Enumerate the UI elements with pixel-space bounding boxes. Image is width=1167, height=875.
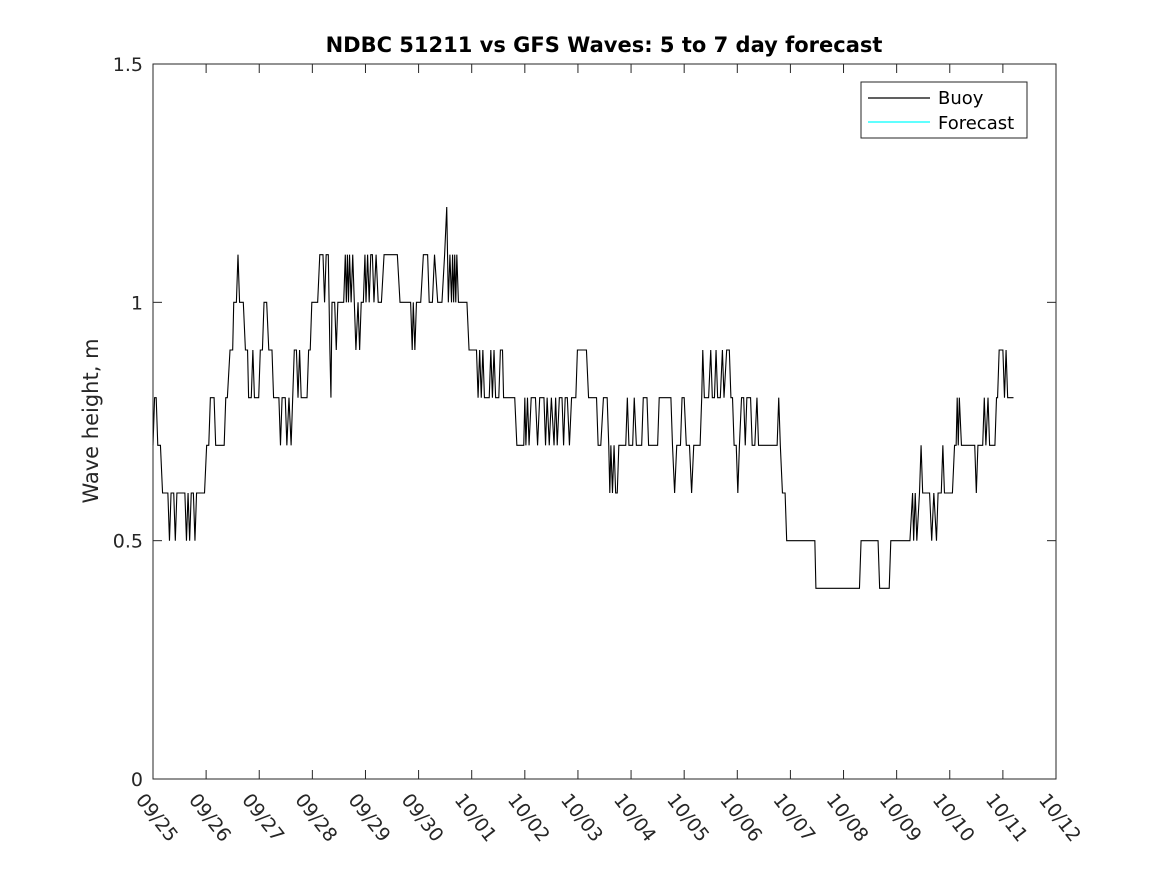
legend-label-forecast: Forecast bbox=[938, 113, 1014, 134]
chart-title: NDBC 51211 vs GFS Waves: 5 to 7 day fore… bbox=[326, 33, 883, 57]
y-tick-label-0: 0 bbox=[131, 769, 143, 791]
y-axis-label: Wave height, m bbox=[79, 338, 103, 503]
plot-frame bbox=[152, 63, 1057, 780]
series-line-buoy bbox=[152, 206, 1014, 589]
plot-area bbox=[153, 64, 1056, 779]
legend-label-buoy: Buoy bbox=[938, 88, 984, 109]
legend: Buoy Forecast bbox=[860, 81, 1028, 139]
y-tick-label-3: 1.5 bbox=[113, 54, 143, 76]
legend-box bbox=[860, 81, 1028, 139]
y-tick-label-1: 0.5 bbox=[113, 531, 143, 553]
series-layer bbox=[152, 206, 1014, 589]
y-tick-label-2: 1 bbox=[131, 292, 143, 314]
